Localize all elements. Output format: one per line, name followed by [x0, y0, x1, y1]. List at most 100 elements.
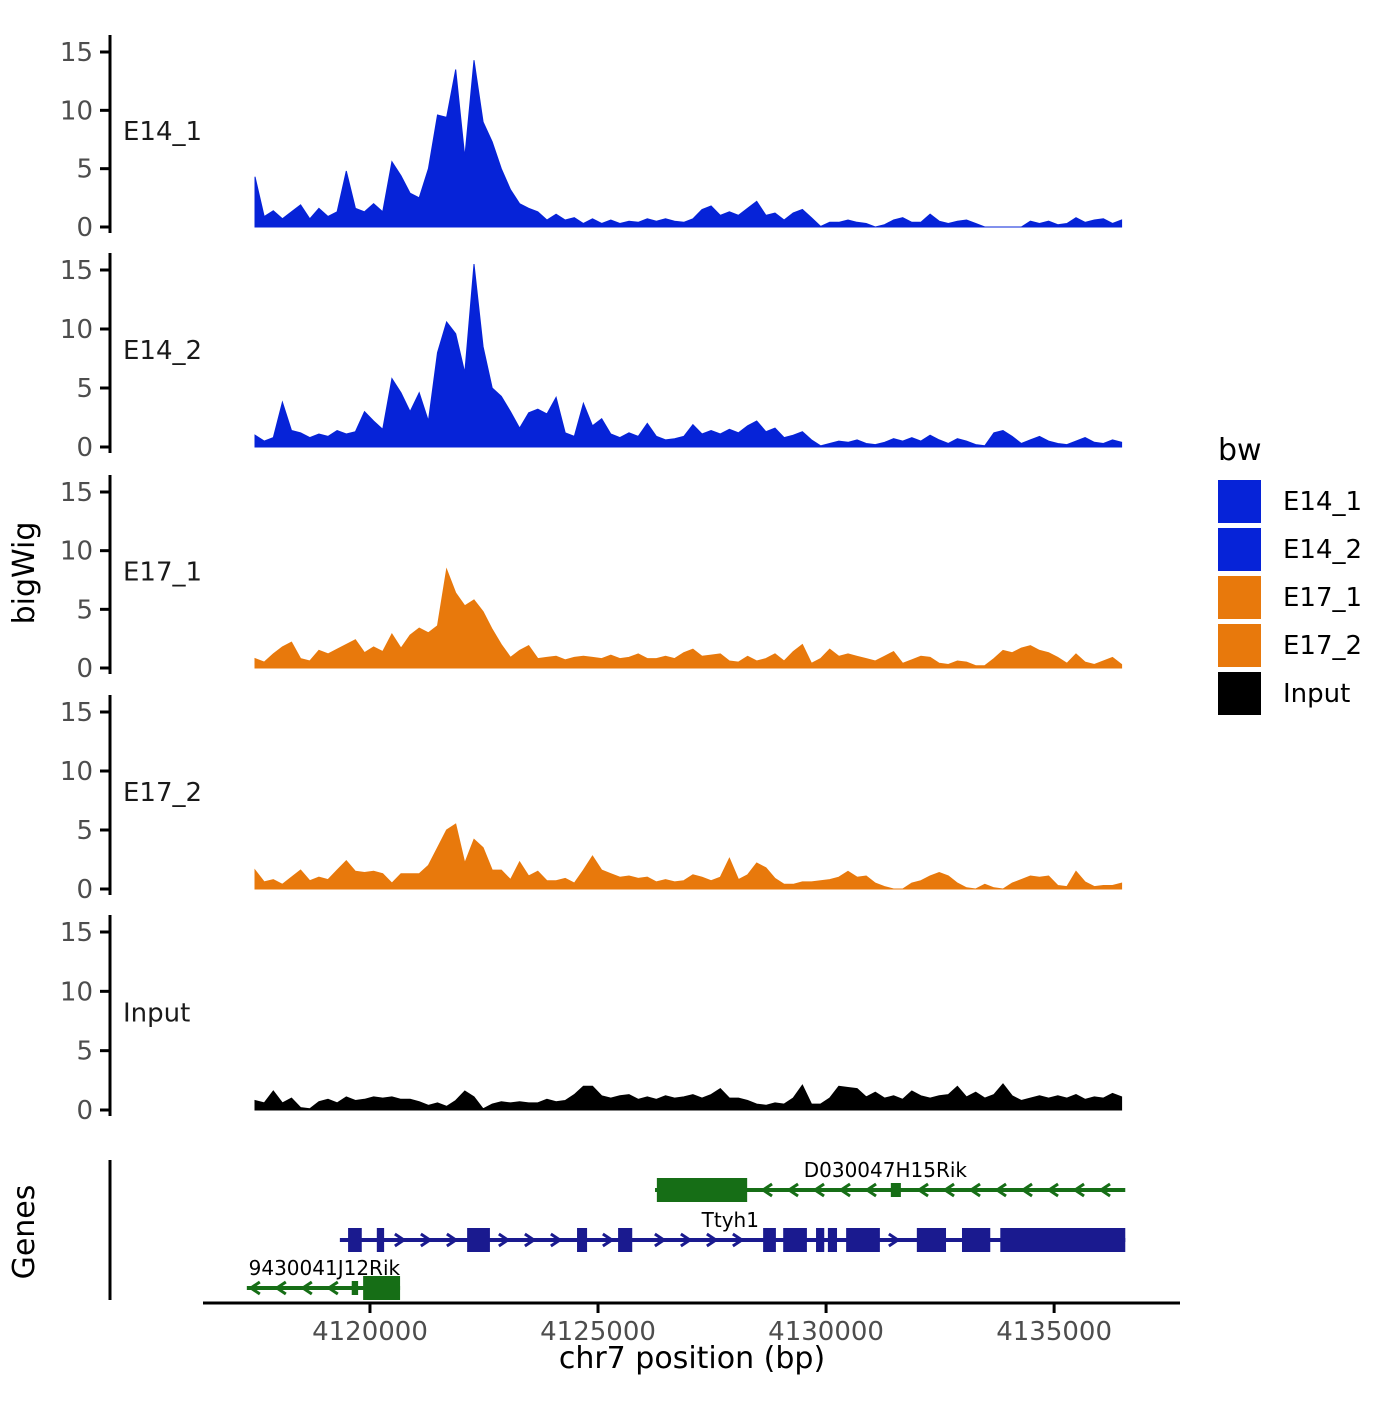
gene-exon	[467, 1228, 490, 1252]
track-label-E14_1: E14_1	[123, 117, 202, 147]
y-tick-label: 5	[76, 816, 93, 846]
signal-panel-E17_1: 0 5 10 15 E17_1	[60, 475, 1123, 684]
legend-label-E14_1: E14_1	[1283, 487, 1362, 517]
gene-exon	[348, 1228, 362, 1252]
strand-arrow	[812, 1182, 825, 1198]
strand-arrow	[1020, 1182, 1033, 1198]
y-axis-title-bigwig: bigWig	[7, 522, 42, 625]
y-tick-label: 15	[60, 38, 93, 68]
strand-arrow	[968, 1182, 981, 1198]
strand-arrow	[394, 1232, 407, 1248]
y-tick-label: 15	[60, 698, 93, 728]
strand-arrow	[524, 1232, 537, 1248]
signal-panels: 0 5 10 15 E14_1 0 5 10 15 E14_2 0 5 10 15 E17_1 0 5 10 15 E…	[60, 35, 1123, 1126]
gene-label: Ttyh1	[701, 1208, 759, 1232]
y-tick-label: 15	[60, 918, 93, 948]
strand-arrow	[680, 1232, 693, 1248]
y-tick-label: 15	[60, 478, 93, 508]
y-tick-label: 5	[76, 374, 93, 404]
strand-arrow	[654, 1232, 667, 1248]
signal-panel-Input: 0 5 10 15 Input	[60, 915, 1123, 1126]
signal-area-E17_1	[254, 567, 1123, 669]
legend-key-E17_1	[1218, 576, 1261, 619]
gene-label: D030047H15Rik	[804, 1158, 968, 1182]
legend-label-E17_2: E17_2	[1283, 631, 1362, 661]
strand-arrow	[550, 1232, 563, 1248]
strand-arrow	[300, 1280, 313, 1296]
strand-arrow	[1046, 1182, 1059, 1198]
y-tick-label: 5	[76, 595, 93, 625]
legend-key-Input	[1218, 672, 1261, 715]
y-tick-label: 10	[60, 977, 93, 1007]
gene-exon	[376, 1228, 385, 1252]
y-tick-label: 5	[76, 155, 93, 185]
strand-arrow	[498, 1232, 511, 1248]
strand-arrow	[706, 1232, 719, 1248]
gene-exon	[846, 1228, 880, 1252]
x-tick-label: 4120000	[312, 1317, 428, 1347]
y-tick-label: 15	[60, 256, 93, 286]
genes-axis-title: Genes	[7, 1185, 42, 1280]
gene-exon	[763, 1228, 776, 1252]
x-tick-label: 4135000	[996, 1317, 1112, 1347]
y-tick-label: 0	[76, 213, 93, 243]
signal-panel-E14_2: 0 5 10 15 E14_2	[60, 253, 1123, 463]
legend-label-Input: Input	[1283, 679, 1350, 709]
y-tick-label: 0	[76, 433, 93, 463]
signal-panel-E17_2: 0 5 10 15 E17_2	[60, 695, 1123, 905]
y-tick-label: 0	[76, 1096, 93, 1126]
gene-model-9430041J12Rik: 9430041J12Rik	[246, 1256, 401, 1300]
legend-key-E14_2	[1218, 528, 1261, 571]
signal-area-Input	[254, 1083, 1123, 1111]
gene-model-Ttyh1: Ttyh1	[339, 1208, 1126, 1252]
track-label-Input: Input	[123, 999, 190, 1029]
y-tick-label: 5	[76, 1037, 93, 1067]
legend-label-E14_2: E14_2	[1283, 535, 1362, 565]
strand-arrow	[1098, 1182, 1111, 1198]
track-label-E14_2: E14_2	[123, 336, 202, 366]
y-tick-label: 0	[76, 875, 93, 905]
x-axis: 4120000 4125000 4130000 4135000	[203, 1301, 1180, 1347]
strand-arrow	[786, 1182, 799, 1198]
y-tick-label: 0	[76, 654, 93, 684]
strand-arrow	[864, 1182, 877, 1198]
strand-arrow	[1072, 1182, 1085, 1198]
signal-area-E17_2	[254, 823, 1123, 890]
gene-label: 9430041J12Rik	[249, 1256, 401, 1280]
gene-exon	[656, 1178, 748, 1202]
strand-arrow	[760, 1182, 773, 1198]
gene-exon	[890, 1183, 901, 1197]
legend-label-E17_1: E17_1	[1283, 583, 1362, 613]
gene-exon	[961, 1228, 991, 1252]
legend-key-E17_2	[1218, 624, 1261, 667]
gene-model-D030047H15Rik: D030047H15Rik	[655, 1158, 1126, 1202]
x-tick-label: 4130000	[768, 1317, 884, 1347]
gene-exon	[351, 1281, 359, 1295]
strand-arrow	[942, 1182, 955, 1198]
strand-arrow	[420, 1232, 433, 1248]
y-tick-label: 10	[60, 315, 93, 345]
legend-key-E14_1	[1218, 480, 1261, 523]
legend-title: bw	[1218, 433, 1262, 468]
strand-arrow	[446, 1232, 459, 1248]
gene-exon	[916, 1228, 947, 1252]
x-axis-title: chr7 position (bp)	[559, 1341, 825, 1376]
track-label-E17_1: E17_1	[123, 558, 202, 588]
strand-arrow	[838, 1182, 851, 1198]
strand-arrow	[916, 1182, 929, 1198]
track-label-E17_2: E17_2	[123, 778, 202, 808]
signal-area-E14_1	[254, 60, 1123, 228]
x-tick-label: 4125000	[540, 1317, 656, 1347]
genes-panel: D030047H15Rik Ttyh1 9430041J12Rik	[108, 1158, 1126, 1300]
y-tick-label: 10	[60, 537, 93, 567]
gene-exon	[783, 1228, 807, 1252]
gene-exon	[618, 1228, 633, 1252]
gene-exon	[363, 1276, 401, 1300]
gene-exon	[577, 1228, 588, 1252]
legend: E14_1 E14_2 E17_1 E17_2 Input	[1218, 480, 1362, 715]
gene-exon	[1000, 1228, 1126, 1252]
strand-arrow	[326, 1280, 339, 1296]
signal-panel-E14_1: 0 5 10 15 E14_1	[60, 35, 1123, 243]
strand-arrow	[248, 1280, 261, 1296]
